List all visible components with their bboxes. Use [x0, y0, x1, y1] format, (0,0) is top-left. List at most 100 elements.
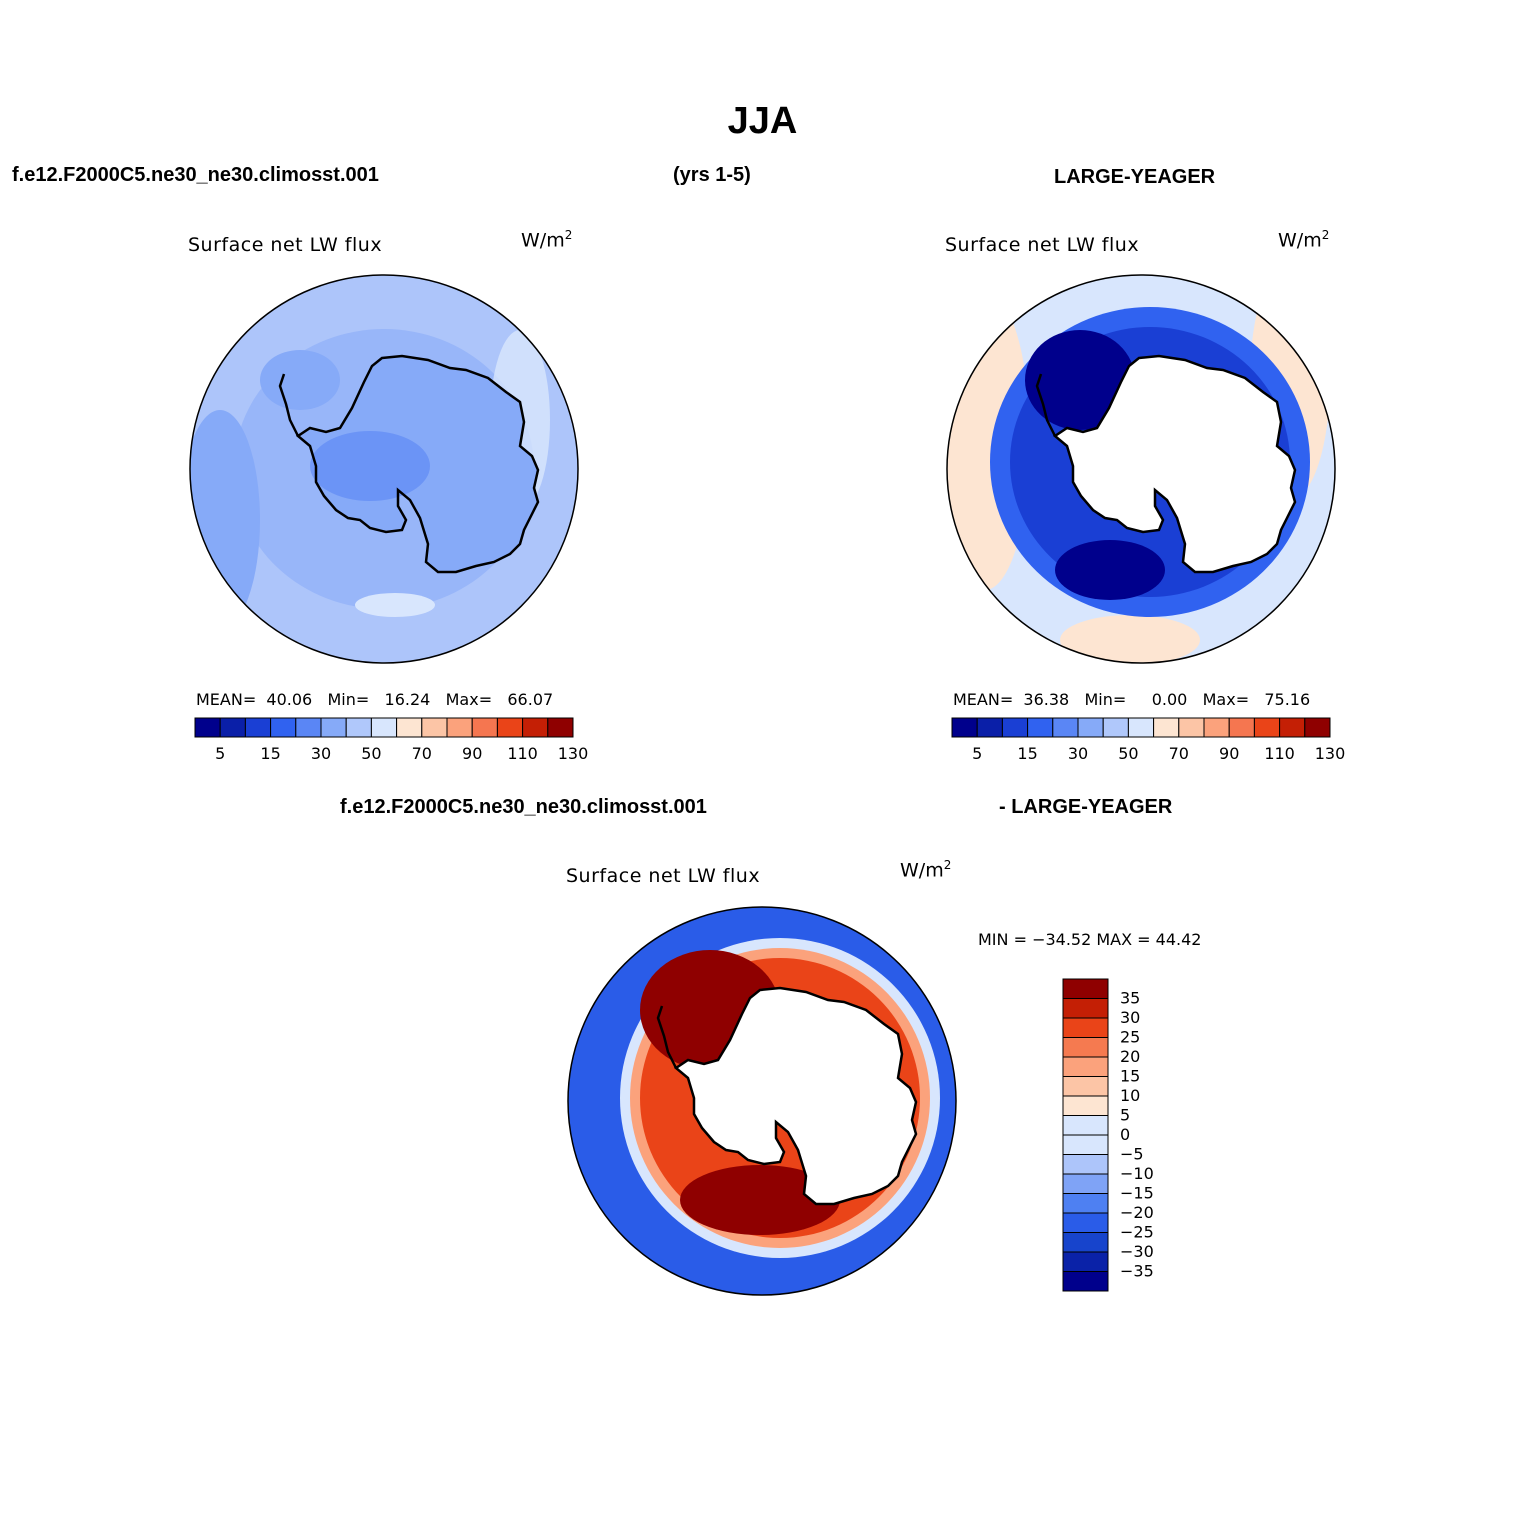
model-colorbar-box: [471, 717, 498, 738]
diff-colorbar-tick-label: −25: [1120, 1223, 1154, 1242]
model-colorbar-box: [370, 717, 398, 738]
obs-map: [946, 274, 1336, 664]
obs-map-border: [946, 274, 1336, 664]
diff-ring-s-dark: [680, 1165, 840, 1235]
model-colorbar-tick-label: 50: [361, 744, 381, 763]
obs-colorbar-box: [1102, 717, 1129, 738]
diff-colorbar-box: [1062, 1037, 1109, 1058]
obs-colorbar-box: [1203, 717, 1230, 738]
diff-colorbar-box: [1062, 1095, 1109, 1116]
model-colorbar-box: [522, 717, 549, 738]
diff-minmax: MIN = −34.52 MAX = 44.42: [978, 930, 1202, 949]
model-colorbar-box: [244, 717, 272, 738]
diff-colorbar-box: [1062, 978, 1109, 999]
obs-name-header: LARGE-YEAGER: [1054, 166, 1216, 188]
model-colorbar-tick-label: 90: [462, 744, 482, 763]
diff-colorbar-tick-label: −10: [1120, 1164, 1154, 1183]
model-colorbar-box: [396, 717, 423, 738]
diff-colorbar-tick-label: 35: [1120, 989, 1140, 1008]
obs-colorbar-tick-label: 90: [1219, 744, 1239, 763]
diff-colorbar-box: [1062, 1056, 1109, 1077]
diff-colorbar-tick-label: 5: [1120, 1106, 1130, 1125]
model-colorbar-box: [270, 717, 297, 738]
diff-colorbar-box: [1062, 1115, 1109, 1136]
obs-colorbar-tick-label: 15: [1017, 744, 1037, 763]
obs-colorbar-tick-label: 5: [972, 744, 982, 763]
diff-colorbar-tick-label: 20: [1120, 1047, 1140, 1066]
diff-colorbar-box: [1062, 1232, 1109, 1253]
obs-colorbar-box: [1127, 717, 1155, 738]
model-units-label: W/m2: [521, 228, 573, 252]
obs-ring-s-dark: [1055, 540, 1165, 600]
obs-colorbar-box: [1178, 717, 1205, 738]
obs-stats: MEAN= 36.38 Min= 0.00 Max= 75.16: [953, 690, 1311, 709]
page-title: JJA: [727, 100, 798, 142]
diff-colorbar-box: [1062, 1193, 1109, 1214]
model-colorbar-box: [446, 717, 473, 738]
obs-colorbar-box: [1304, 717, 1331, 738]
model-map: [189, 274, 579, 664]
model-colorbar-tick-label: 130: [558, 744, 589, 763]
obs-colorbar-box: [951, 717, 978, 738]
obs-ring-nw-dark: [1025, 330, 1135, 430]
diff-case-name-header: f.e12.F2000C5.ne30_ne30.climosst.001: [340, 796, 707, 818]
model-colorbar-box: [320, 717, 347, 738]
model-map-border: [189, 274, 579, 664]
diff-colorbar-tick-label: −5: [1120, 1145, 1144, 1164]
obs-colorbar-tick-label: 70: [1169, 744, 1189, 763]
diff-panel-title: Surface net LW flux: [566, 865, 761, 887]
model-colorbar-box: [295, 717, 322, 738]
model-colorbar-box: [345, 717, 372, 738]
diff-units-label: W/m2: [900, 858, 952, 882]
obs-colorbar-box: [1228, 717, 1255, 738]
diff-obs-name-header: - LARGE-YEAGER: [999, 796, 1173, 818]
diff-colorbar-box: [1062, 1154, 1109, 1175]
obs-field-south-warm: [1060, 615, 1200, 663]
diff-colorbar-tick-label: 10: [1120, 1086, 1140, 1105]
model-colorbar-box: [219, 717, 246, 738]
diff-colorbar-tick-label: −15: [1120, 1184, 1154, 1203]
diff-colorbar-tick-label: 25: [1120, 1028, 1140, 1047]
diff-map: [567, 906, 957, 1296]
diff-colorbar-box: [1062, 1134, 1109, 1155]
diff-colorbar-box: [1062, 1212, 1109, 1233]
obs-colorbar: 5 15 30 50 70 90 110 130: [951, 717, 1345, 763]
diff-colorbar-box: [1062, 998, 1109, 1019]
obs-colorbar-tick-label: 30: [1068, 744, 1088, 763]
model-colorbar-tick-label: 5: [215, 744, 225, 763]
model-colorbar-box: [421, 717, 448, 738]
case-name-header: f.e12.F2000C5.ne30_ne30.climosst.001: [12, 164, 379, 186]
model-colorbar: 5 15 30 50 70 90 110 130: [194, 717, 589, 763]
model-colorbar-tick-label: 30: [311, 744, 331, 763]
diff-colorbar-box: [1062, 1076, 1109, 1097]
obs-colorbar-tick-label: 110: [1264, 744, 1295, 763]
model-colorbar-tick-label: 110: [507, 744, 538, 763]
diff-colorbar-box: [1062, 1173, 1109, 1194]
model-colorbar-tick-label: 15: [260, 744, 280, 763]
model-stats: MEAN= 40.06 Min= 16.24 Max= 66.07: [196, 690, 554, 709]
model-colorbar-box: [547, 717, 574, 738]
diff-colorbar-box: [1062, 1017, 1109, 1038]
obs-units-label: W/m2: [1278, 228, 1330, 252]
diff-colorbar-tick-label: 30: [1120, 1008, 1140, 1027]
model-colorbar-box: [496, 717, 524, 738]
diff-colorbar-box: [1062, 1271, 1109, 1292]
model-panel-title: Surface net LW flux: [188, 234, 383, 256]
diff-colorbar-box: [1062, 1251, 1109, 1272]
diff-colorbar-tick-label: −30: [1120, 1242, 1154, 1261]
diff-map-border: [567, 906, 957, 1296]
years-header: (yrs 1-5): [673, 164, 751, 186]
model-field-nw: [260, 350, 340, 410]
obs-colorbar-box: [1052, 717, 1079, 738]
obs-panel-title: Surface net LW flux: [945, 234, 1140, 256]
diff-colorbar-tick-label: 15: [1120, 1067, 1140, 1086]
model-colorbar-box: [194, 717, 221, 738]
obs-colorbar-box: [1153, 717, 1180, 738]
obs-colorbar-box: [1253, 717, 1281, 738]
obs-colorbar-box: [1027, 717, 1054, 738]
obs-colorbar-box: [976, 717, 1003, 738]
diff-colorbar-tick-label: −20: [1120, 1203, 1154, 1222]
obs-colorbar-box: [1279, 717, 1306, 738]
